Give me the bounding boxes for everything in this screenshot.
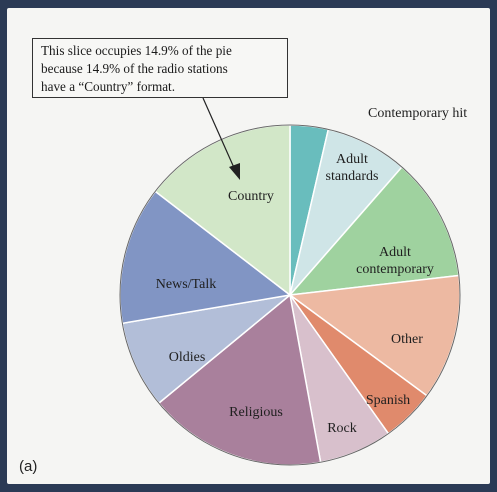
slice-label: Other xyxy=(391,332,423,347)
slice-label: Rock xyxy=(327,421,357,436)
callout-line: have a “Country” format. xyxy=(41,79,176,94)
callout-line: This slice occupies 14.9% of the pie xyxy=(41,43,232,58)
slice-label: Contemporary hit xyxy=(368,106,467,121)
pie-outline xyxy=(119,124,461,466)
callout-line: because 14.9% of the radio stations xyxy=(41,61,228,76)
slice-label: Adult contemporary xyxy=(356,245,434,277)
callout-arrow-head xyxy=(229,163,240,180)
callout-box: This slice occupies 14.9% of the pie bec… xyxy=(32,38,288,98)
slice-label: News/Talk xyxy=(156,277,216,292)
slice-label: Spanish xyxy=(366,393,410,408)
slice-label: Oldies xyxy=(169,350,206,365)
slice-label: Religious xyxy=(229,405,283,420)
callout-arrow-line xyxy=(202,97,236,171)
slice-label: Adult standards xyxy=(326,152,379,184)
slice-label: Country xyxy=(228,189,274,204)
panel-label: (a) xyxy=(19,458,38,475)
